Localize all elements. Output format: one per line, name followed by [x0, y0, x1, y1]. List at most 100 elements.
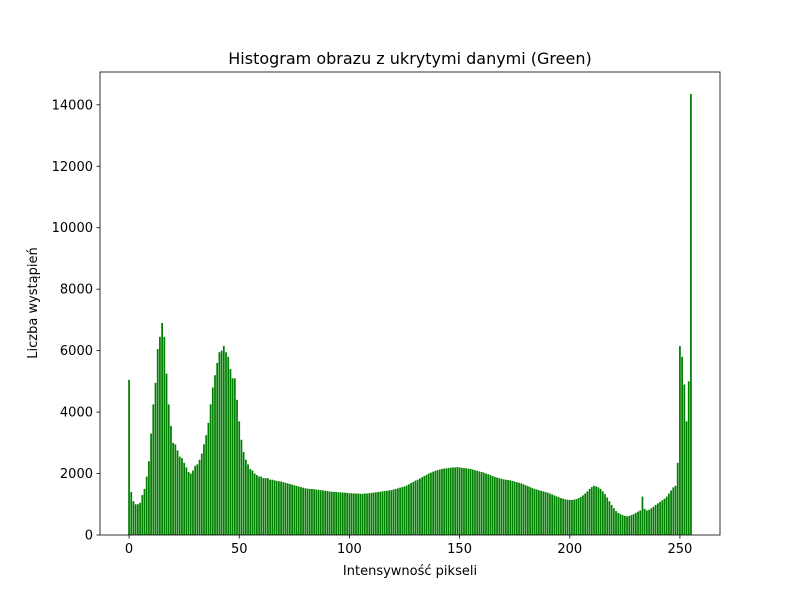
bar [176, 450, 179, 535]
bar [672, 487, 675, 535]
bar [557, 497, 560, 535]
y-tick-label: 8000 [60, 283, 93, 298]
bar [185, 467, 188, 535]
bar [205, 435, 208, 535]
bar [661, 500, 664, 535]
bar [553, 495, 556, 535]
bar [355, 493, 357, 535]
bar [211, 387, 214, 535]
bar [527, 486, 529, 535]
bar [253, 473, 256, 535]
bar [681, 356, 684, 535]
bar [161, 322, 163, 535]
bar [396, 488, 399, 535]
bar [449, 467, 452, 535]
bar [385, 490, 388, 535]
bar [441, 468, 443, 535]
bar [619, 514, 622, 535]
bar [460, 467, 463, 535]
bar [674, 485, 677, 535]
bar [641, 496, 644, 535]
bar [657, 503, 659, 535]
x-axis-label: Intensywność pikseli [343, 564, 477, 579]
bar [408, 484, 410, 535]
bar [513, 481, 516, 535]
bar [511, 480, 514, 535]
bar [317, 489, 320, 535]
bar [599, 488, 602, 535]
x-tick-label: 100 [337, 542, 362, 557]
bar [637, 511, 639, 535]
bar [297, 486, 300, 535]
bar [159, 336, 161, 535]
bar [240, 439, 243, 535]
bar [233, 378, 236, 535]
bar [194, 465, 197, 535]
bar [130, 491, 133, 535]
bar [593, 485, 595, 535]
bar [685, 421, 688, 535]
bar [379, 491, 382, 535]
bar [491, 476, 494, 535]
y-tick-label: 2000 [60, 467, 93, 482]
bar [200, 453, 203, 535]
bar [326, 491, 329, 535]
bar [377, 491, 379, 535]
bar [139, 502, 141, 535]
bar [273, 480, 276, 535]
bar [515, 482, 518, 535]
bar [302, 487, 305, 535]
bar [136, 504, 139, 535]
bar [504, 479, 507, 535]
bar [370, 492, 373, 535]
bar [319, 490, 322, 535]
bar [626, 516, 628, 535]
bar [679, 346, 681, 535]
bar [394, 488, 397, 535]
bar [436, 470, 439, 535]
bar [474, 470, 476, 535]
bar [522, 484, 525, 535]
bar [668, 493, 670, 535]
y-tick-label: 0 [85, 529, 93, 544]
bar [322, 490, 324, 535]
bar [187, 472, 190, 535]
bar [216, 362, 219, 535]
bar [196, 464, 199, 535]
bar [330, 491, 333, 535]
bar [238, 421, 241, 535]
bar [313, 489, 316, 535]
bar [555, 496, 558, 535]
bar [533, 488, 536, 535]
bar [227, 356, 230, 535]
bar [143, 488, 146, 535]
bar [388, 490, 390, 535]
bar [181, 458, 183, 535]
bar [507, 479, 509, 535]
bar [454, 467, 457, 535]
bar [255, 475, 258, 535]
bar [269, 479, 271, 535]
bar [427, 473, 430, 535]
bar [222, 346, 225, 535]
bar [496, 477, 498, 535]
bar [471, 469, 474, 535]
bar [134, 504, 137, 535]
bar [478, 471, 481, 535]
bar [207, 422, 210, 535]
bar [502, 479, 505, 535]
bar [648, 509, 650, 535]
bar [148, 461, 150, 535]
bar [643, 508, 646, 535]
bar [344, 492, 346, 535]
bar [430, 472, 432, 535]
bar [306, 488, 309, 535]
bar [372, 492, 375, 535]
bar [467, 468, 470, 535]
bar [128, 379, 130, 535]
bar [551, 494, 554, 535]
bar [575, 499, 578, 535]
bar [610, 504, 613, 535]
bar [264, 478, 267, 535]
bar [663, 498, 666, 535]
